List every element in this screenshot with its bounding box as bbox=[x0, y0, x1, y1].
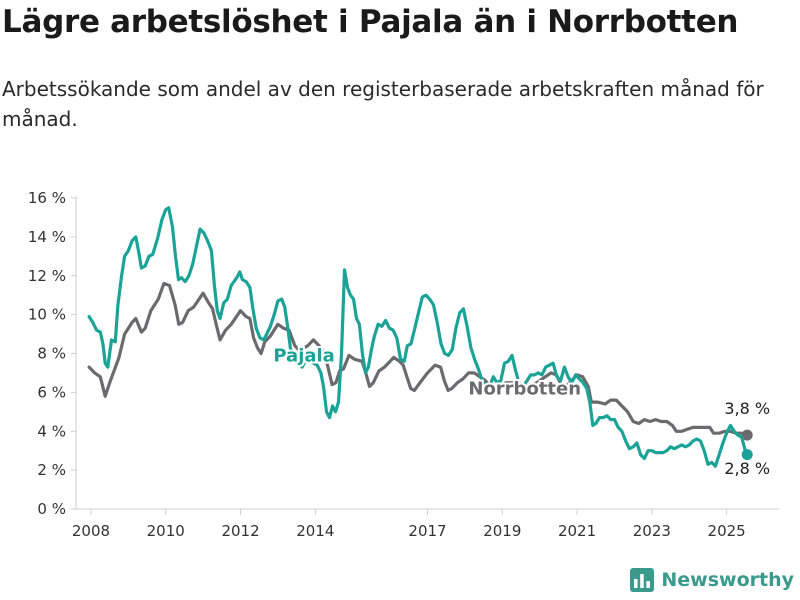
y-tick-label: 12 % bbox=[28, 267, 66, 285]
y-tick-label: 2 % bbox=[37, 461, 66, 479]
x-tick-label: 2017 bbox=[408, 522, 446, 540]
series-line-norrbotten bbox=[87, 281, 749, 437]
x-tick-label: 2014 bbox=[296, 522, 334, 540]
y-tick-label: 14 % bbox=[28, 228, 66, 246]
y-tick-label: 8 % bbox=[37, 345, 66, 363]
x-tick-label: 2019 bbox=[483, 522, 521, 540]
chart-subtitle: Arbetssökande som andel av den registerb… bbox=[2, 77, 764, 131]
y-tick-label: 10 % bbox=[28, 306, 66, 324]
y-tick-label: 6 % bbox=[37, 383, 66, 401]
x-tick-label: 2023 bbox=[633, 522, 671, 540]
end-point-pajala bbox=[741, 449, 753, 461]
x-tick-label: 2012 bbox=[221, 522, 259, 540]
y-tick-label: 16 % bbox=[28, 189, 66, 207]
series-line-pajala bbox=[87, 206, 749, 468]
x-tick-label: 2021 bbox=[558, 522, 596, 540]
end-value-label-norrbotten: 3,8 % bbox=[724, 399, 770, 418]
series-label-norrbotten: Norrbotten bbox=[468, 378, 581, 399]
brand-name: Newsworthy bbox=[661, 569, 794, 591]
x-tick-label: 2008 bbox=[72, 522, 110, 540]
series-label-pajala: Pajala bbox=[273, 345, 335, 366]
y-tick-label: 4 % bbox=[37, 422, 66, 440]
end-point-norrbotten bbox=[741, 429, 753, 441]
chart-title: Lägre arbetslöshet i Pajala än i Norrbot… bbox=[2, 4, 739, 40]
end-value-label-pajala: 2,8 % bbox=[724, 459, 770, 478]
y-tick-label: 0 % bbox=[37, 500, 66, 518]
brand: Newsworthy bbox=[630, 568, 794, 592]
x-tick-label: 2010 bbox=[147, 522, 185, 540]
x-tick-label: 2025 bbox=[708, 522, 746, 540]
bar-chart-logo-icon bbox=[630, 568, 655, 592]
